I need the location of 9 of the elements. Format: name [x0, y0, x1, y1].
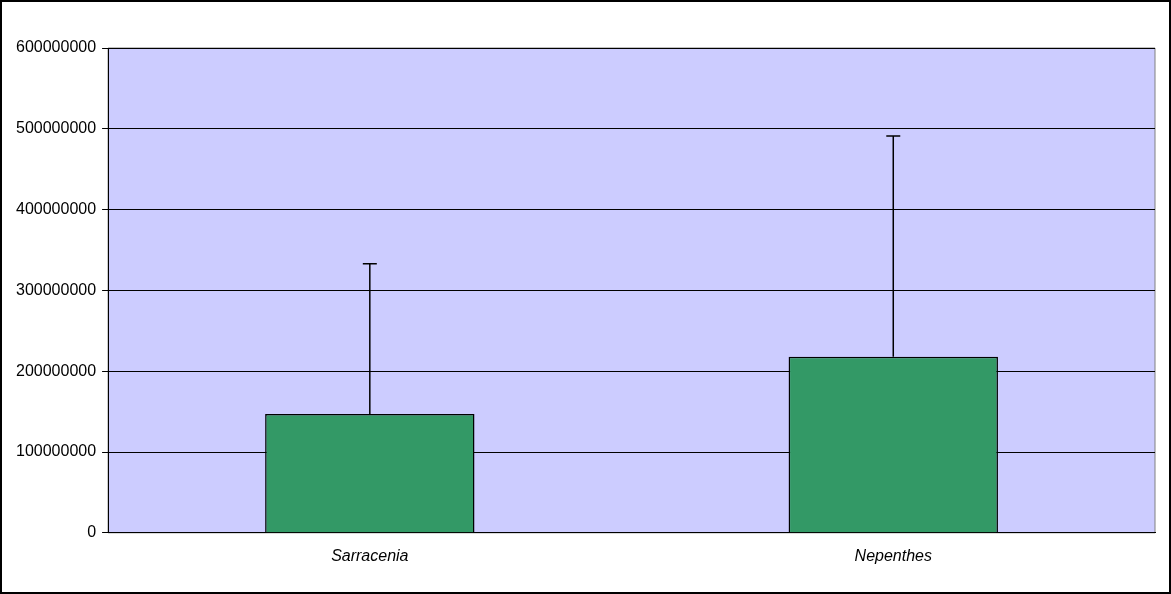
y-tick-label: 400000000 — [15, 200, 97, 218]
y-tick-label: 0 — [87, 523, 97, 541]
x-tick-label: Sarracenia — [331, 546, 409, 564]
y-tick-label: 300000000 — [15, 280, 97, 298]
y-tick-label: 100000000 — [15, 442, 97, 460]
x-tick-label: Nepenthes — [854, 546, 932, 564]
y-tick-label: 600000000 — [15, 38, 97, 56]
y-tick-label: 500000000 — [15, 119, 97, 137]
y-tick-label: 200000000 — [15, 361, 97, 379]
